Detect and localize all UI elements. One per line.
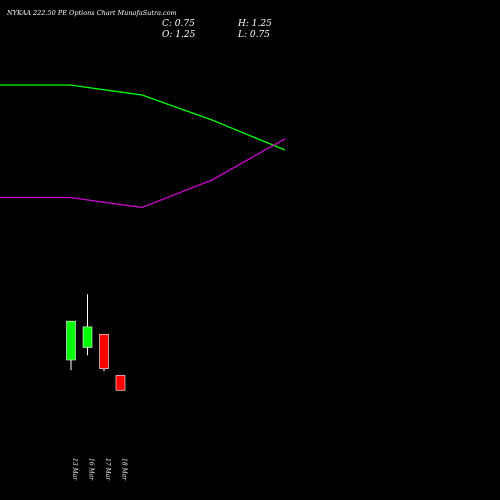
indicator-line-2: [0, 138, 286, 209]
low-value: L: 0.75: [237, 30, 270, 40]
chart-title: NYKAA 222.50 PE Options Chart MunafaSutr…: [6, 9, 177, 17]
x-tick-label: 13 Mar: [71, 458, 78, 481]
open-value: O: 1.25: [162, 30, 196, 40]
candle-body: [115, 375, 126, 391]
candle-body: [99, 333, 109, 369]
x-axis-ticks: 13 Mar 16 Mar 17 Mar 18 Mar: [71, 458, 128, 481]
candle: [115, 375, 126, 391]
candles-group: [66, 294, 126, 391]
x-tick-label: 17 Mar: [104, 458, 111, 481]
candle-body: [66, 320, 76, 361]
indicator-lines: [0, 84, 286, 209]
x-tick-label: 16 Mar: [88, 458, 95, 481]
close-value: C: 0.75: [162, 19, 195, 29]
candle: [99, 333, 109, 372]
x-tick-label: 18 Mar: [121, 458, 128, 481]
candle-body: [82, 326, 93, 348]
high-value: H: 1.25: [237, 19, 272, 29]
candle: [66, 320, 76, 371]
candle: [82, 294, 93, 356]
indicator-line-1: [0, 84, 286, 151]
